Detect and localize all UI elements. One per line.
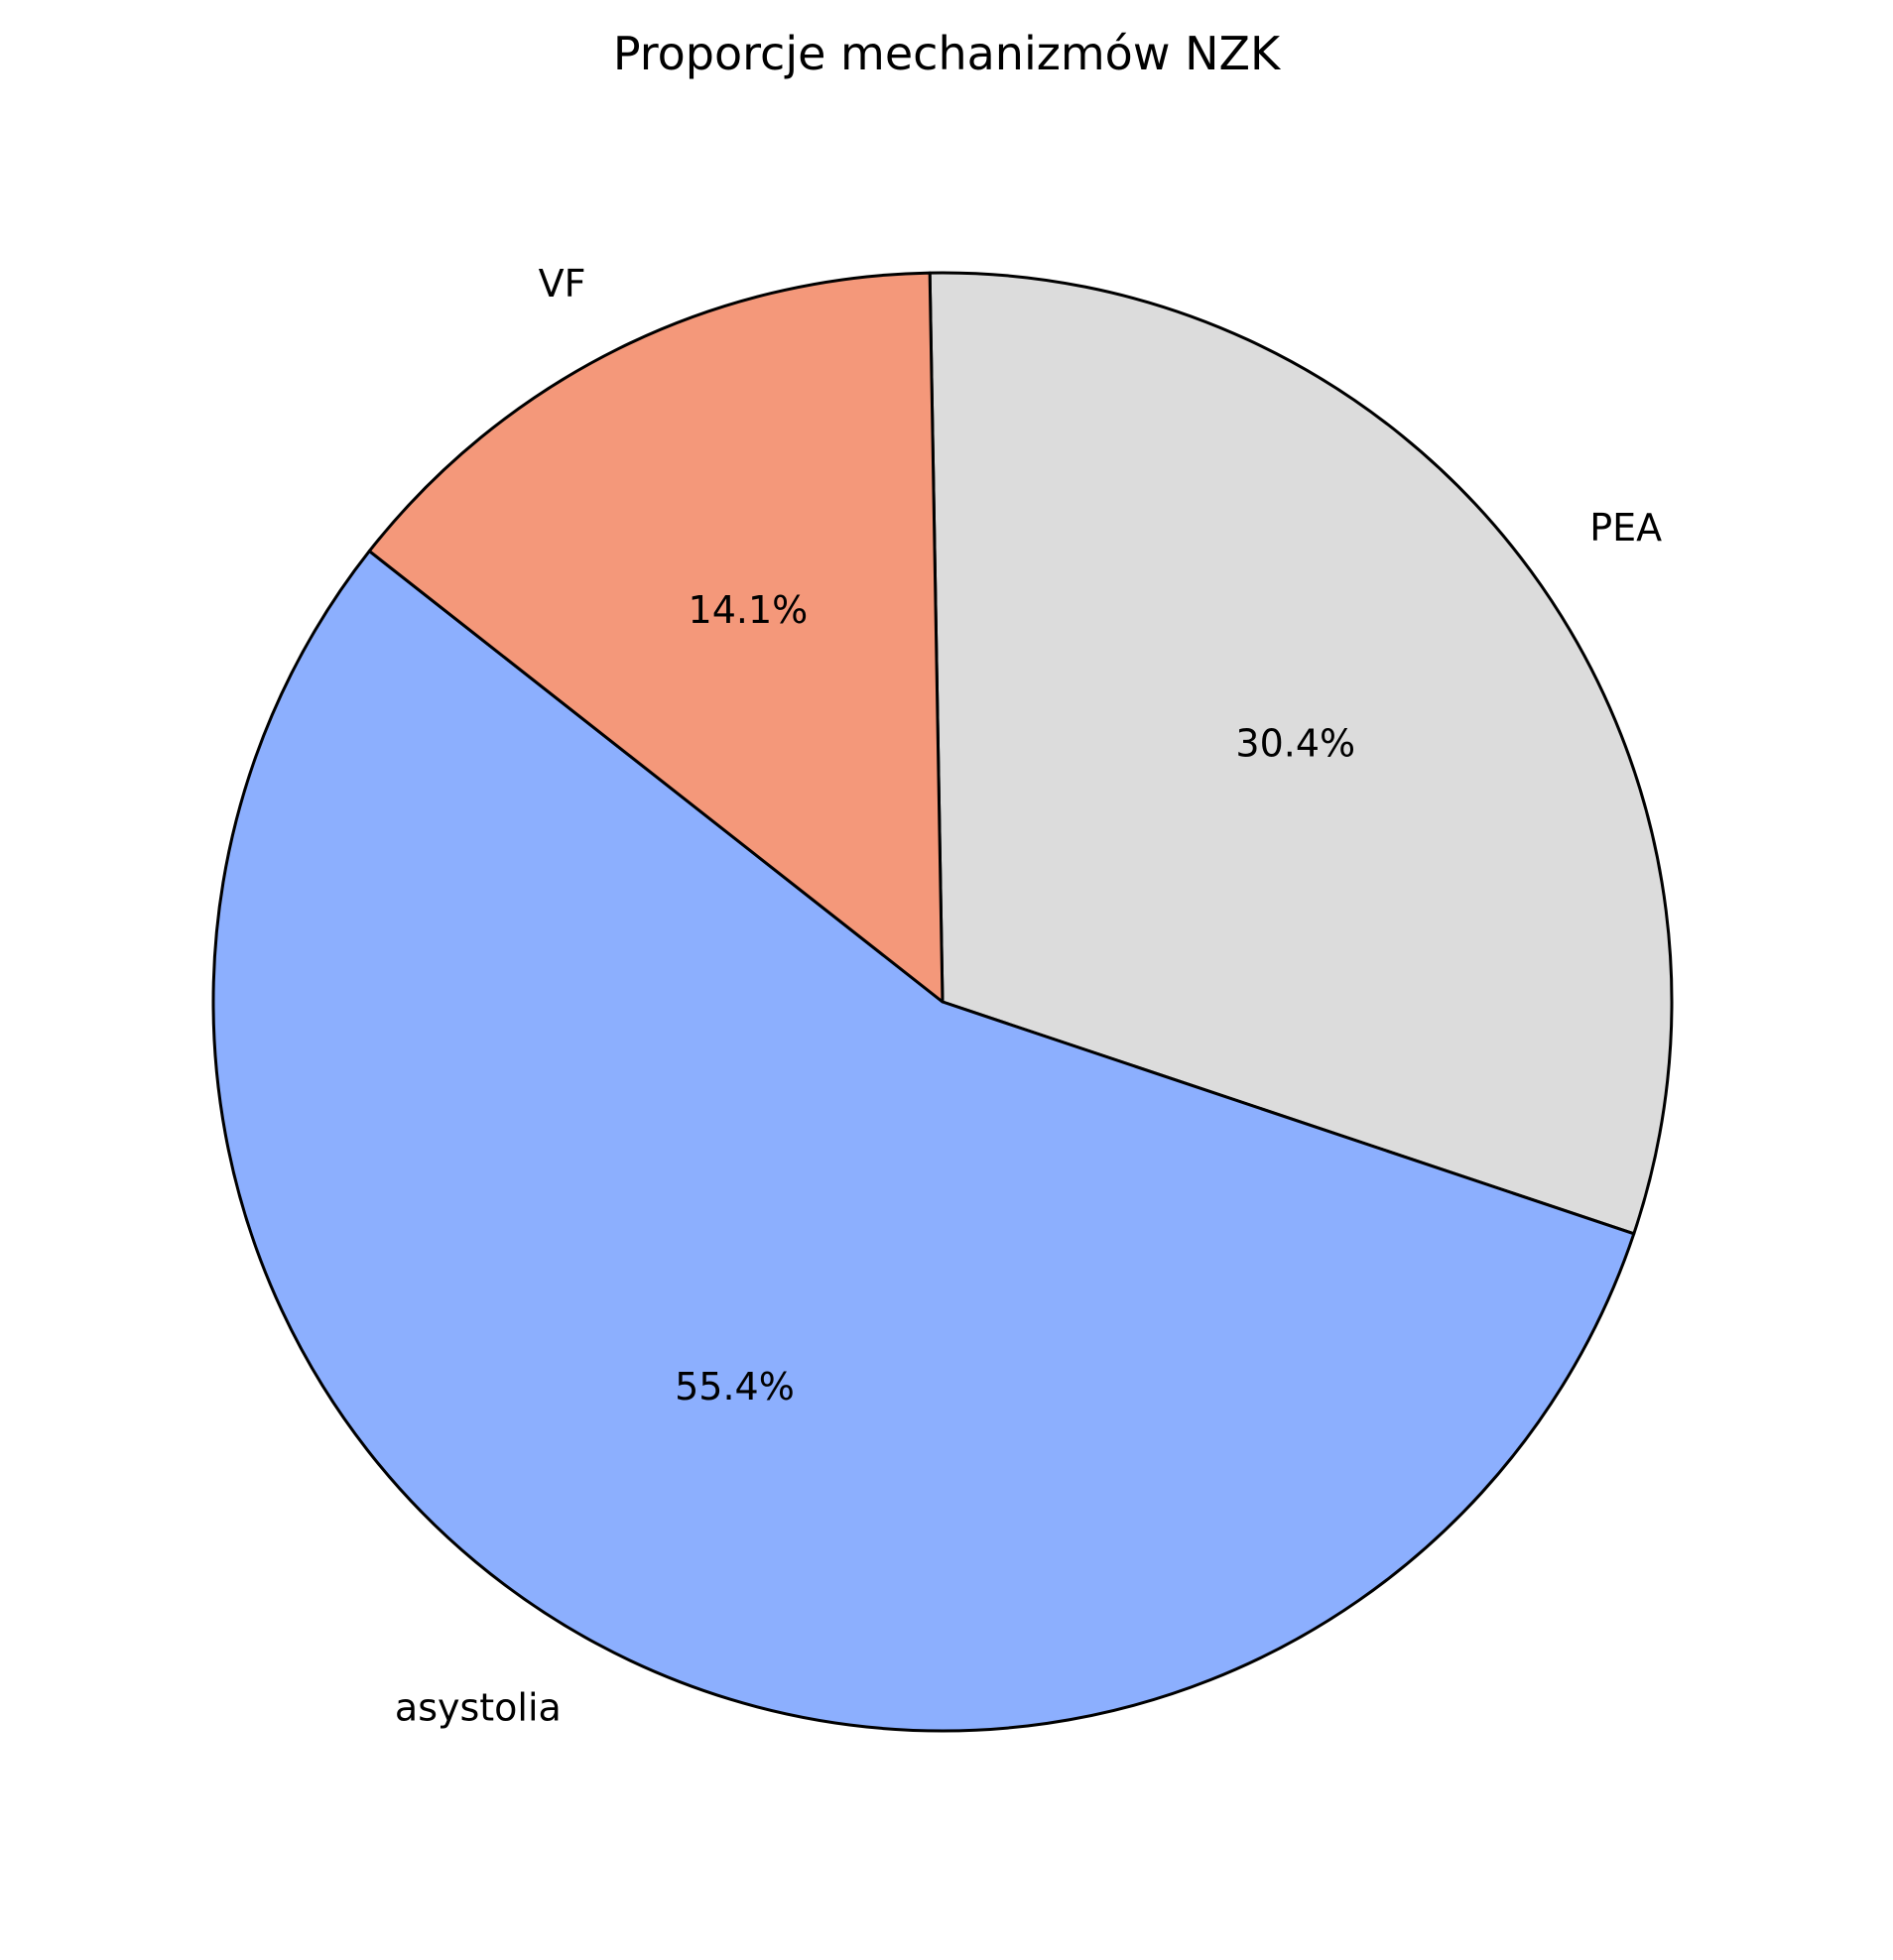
percent-label-pea: 30.4% (1235, 721, 1355, 765)
category-label-vf: VF (539, 262, 586, 306)
percent-label-asystolia: 55.4% (675, 1365, 795, 1409)
category-label-pea: PEA (1589, 506, 1662, 550)
pie-slices (211, 271, 1674, 1733)
percent-labels: 30.4% 55.4% 14.1% (675, 588, 1355, 1409)
category-label-asystolia: asystolia (395, 1685, 562, 1729)
chart-title: Proporcje mechanizmów NZK (612, 27, 1281, 80)
pie-slice-vf (367, 271, 945, 1004)
pie-slice-pea (928, 271, 1674, 1236)
pie-slice-asystolia (211, 550, 1636, 1733)
category-labels: PEA asystolia VF (395, 262, 1662, 1730)
percent-label-vf: 14.1% (689, 588, 809, 632)
